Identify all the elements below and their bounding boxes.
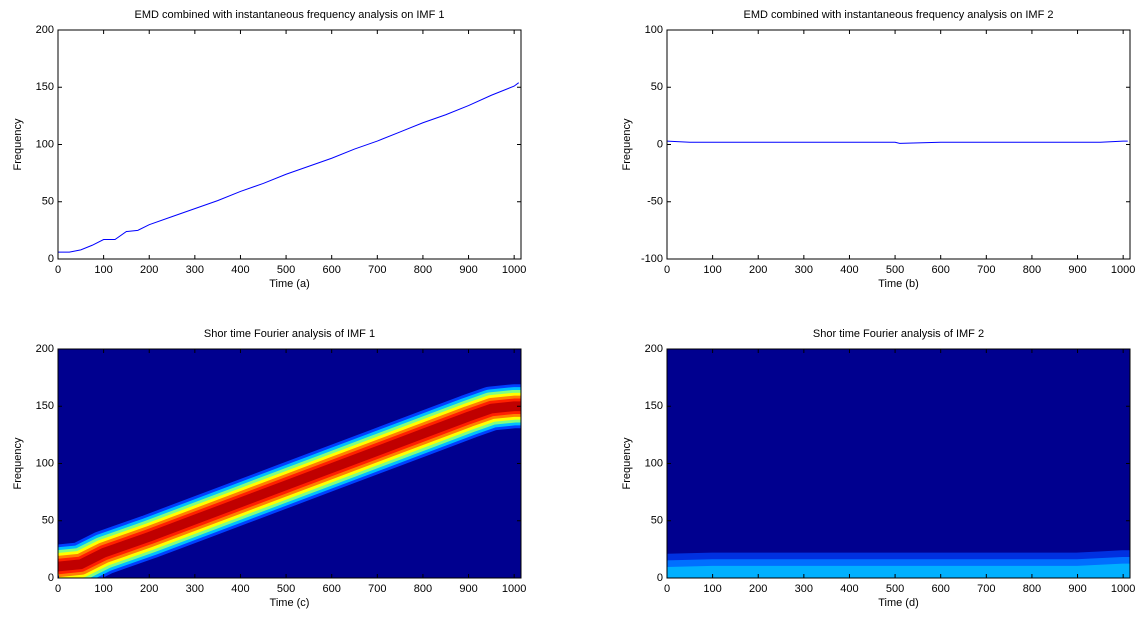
x-tick-label: 100 xyxy=(703,583,721,595)
y-tick-label: 0 xyxy=(657,138,663,150)
data-line xyxy=(667,140,1128,144)
y-tick-label: 150 xyxy=(36,400,54,412)
x-tick-label: 300 xyxy=(186,264,204,276)
x-tick-label: 1000 xyxy=(502,583,526,595)
y-axis-label: Frequency xyxy=(621,118,633,170)
x-tick-label: 900 xyxy=(1068,583,1086,595)
chart-title: Shor time Fourier analysis of IMF 1 xyxy=(204,328,375,340)
x-tick-label: 300 xyxy=(186,583,204,595)
x-tick-label: 500 xyxy=(277,583,295,595)
x-tick-label: 200 xyxy=(749,264,767,276)
axes-box xyxy=(57,29,522,260)
x-tick-label: 400 xyxy=(231,583,249,595)
x-tick-label: 200 xyxy=(749,583,767,595)
chart-title: EMD combined with instantaneous frequenc… xyxy=(135,9,445,21)
x-tick-label: 500 xyxy=(886,264,904,276)
x-tick-label: 900 xyxy=(459,583,477,595)
x-tick-label: 1000 xyxy=(502,264,526,276)
x-tick-label: 200 xyxy=(140,583,158,595)
plot-area xyxy=(667,140,1128,144)
x-tick-label: 800 xyxy=(414,264,432,276)
y-tick-label: 50 xyxy=(651,81,663,93)
x-tick-label: 100 xyxy=(94,264,112,276)
x-tick-label: 400 xyxy=(840,264,858,276)
y-tick-label: 50 xyxy=(651,515,663,527)
y-tick-label: -100 xyxy=(641,253,663,265)
x-tick-label: 400 xyxy=(840,583,858,595)
x-tick-label: 0 xyxy=(664,583,670,595)
x-axis-label: Time (b) xyxy=(878,278,919,290)
y-tick-label: 100 xyxy=(36,457,54,469)
y-tick-label: 50 xyxy=(42,515,54,527)
x-tick-label: 800 xyxy=(414,583,432,595)
y-tick-label: 200 xyxy=(36,24,54,36)
plot-area xyxy=(58,349,521,578)
y-tick-label: -50 xyxy=(647,196,663,208)
y-tick-label: 200 xyxy=(645,343,663,355)
y-tick-label: 150 xyxy=(36,81,54,93)
x-axis-label: Time (a) xyxy=(269,278,310,290)
x-tick-label: 300 xyxy=(795,583,813,595)
x-tick-label: 1000 xyxy=(1111,583,1135,595)
x-tick-label: 800 xyxy=(1023,583,1041,595)
y-tick-label: 100 xyxy=(36,138,54,150)
x-tick-label: 100 xyxy=(703,264,721,276)
x-tick-label: 500 xyxy=(277,264,295,276)
x-tick-label: 500 xyxy=(886,583,904,595)
x-tick-label: 600 xyxy=(323,264,341,276)
x-tick-label: 600 xyxy=(932,583,950,595)
x-tick-label: 300 xyxy=(795,264,813,276)
plot-area xyxy=(58,82,520,253)
x-tick-label: 900 xyxy=(1068,264,1086,276)
x-tick-label: 0 xyxy=(664,264,670,276)
subplot: 0 100 200 300 400 500 600 700 800 900 1000 0 50 100 15… xyxy=(621,328,1135,609)
y-tick-label: 200 xyxy=(36,343,54,355)
x-axis-label: Time (d) xyxy=(878,597,919,609)
x-tick-label: 800 xyxy=(1023,264,1041,276)
x-tick-label: 700 xyxy=(368,264,386,276)
x-tick-label: 1000 xyxy=(1111,264,1135,276)
x-tick-label: 600 xyxy=(323,583,341,595)
y-tick-label: 150 xyxy=(645,400,663,412)
x-axis-label: Time (c) xyxy=(270,597,310,609)
x-tick-label: 900 xyxy=(459,264,477,276)
chart-title: EMD combined with instantaneous frequenc… xyxy=(744,9,1054,21)
spectral-band xyxy=(667,563,1130,578)
x-tick-label: 600 xyxy=(932,264,950,276)
y-axis-label: Frequency xyxy=(621,437,633,489)
x-tick-label: 700 xyxy=(977,264,995,276)
subplot: 0 100 200 300 400 500 600 700 800 900 1000 0 50 100 15… xyxy=(12,9,526,290)
x-tick-label: 200 xyxy=(140,264,158,276)
subplot: 0 100 200 300 400 500 600 700 800 900 1000 -100 -50 0… xyxy=(621,9,1135,290)
plot-area xyxy=(667,349,1130,578)
y-axis-label: Frequency xyxy=(12,437,24,489)
spectrogram-background xyxy=(667,349,1130,578)
y-tick-label: 0 xyxy=(657,572,663,584)
x-tick-label: 400 xyxy=(231,264,249,276)
y-tick-label: 0 xyxy=(48,253,54,265)
x-tick-label: 700 xyxy=(977,583,995,595)
x-tick-label: 0 xyxy=(55,583,61,595)
chart-title: Shor time Fourier analysis of IMF 2 xyxy=(813,328,984,340)
x-tick-label: 700 xyxy=(368,583,386,595)
y-tick-label: 100 xyxy=(645,24,663,36)
data-line xyxy=(58,82,520,253)
y-tick-label: 50 xyxy=(42,196,54,208)
y-tick-label: 100 xyxy=(645,457,663,469)
x-tick-label: 100 xyxy=(94,583,112,595)
spectral-band xyxy=(58,401,521,572)
y-tick-label: 0 xyxy=(48,572,54,584)
x-tick-label: 0 xyxy=(55,264,61,276)
axes-box xyxy=(666,29,1131,260)
y-axis-label: Frequency xyxy=(12,118,24,170)
subplot: 0 100 200 300 400 500 600 700 800 900 1000 0 50 100 15… xyxy=(12,328,526,609)
